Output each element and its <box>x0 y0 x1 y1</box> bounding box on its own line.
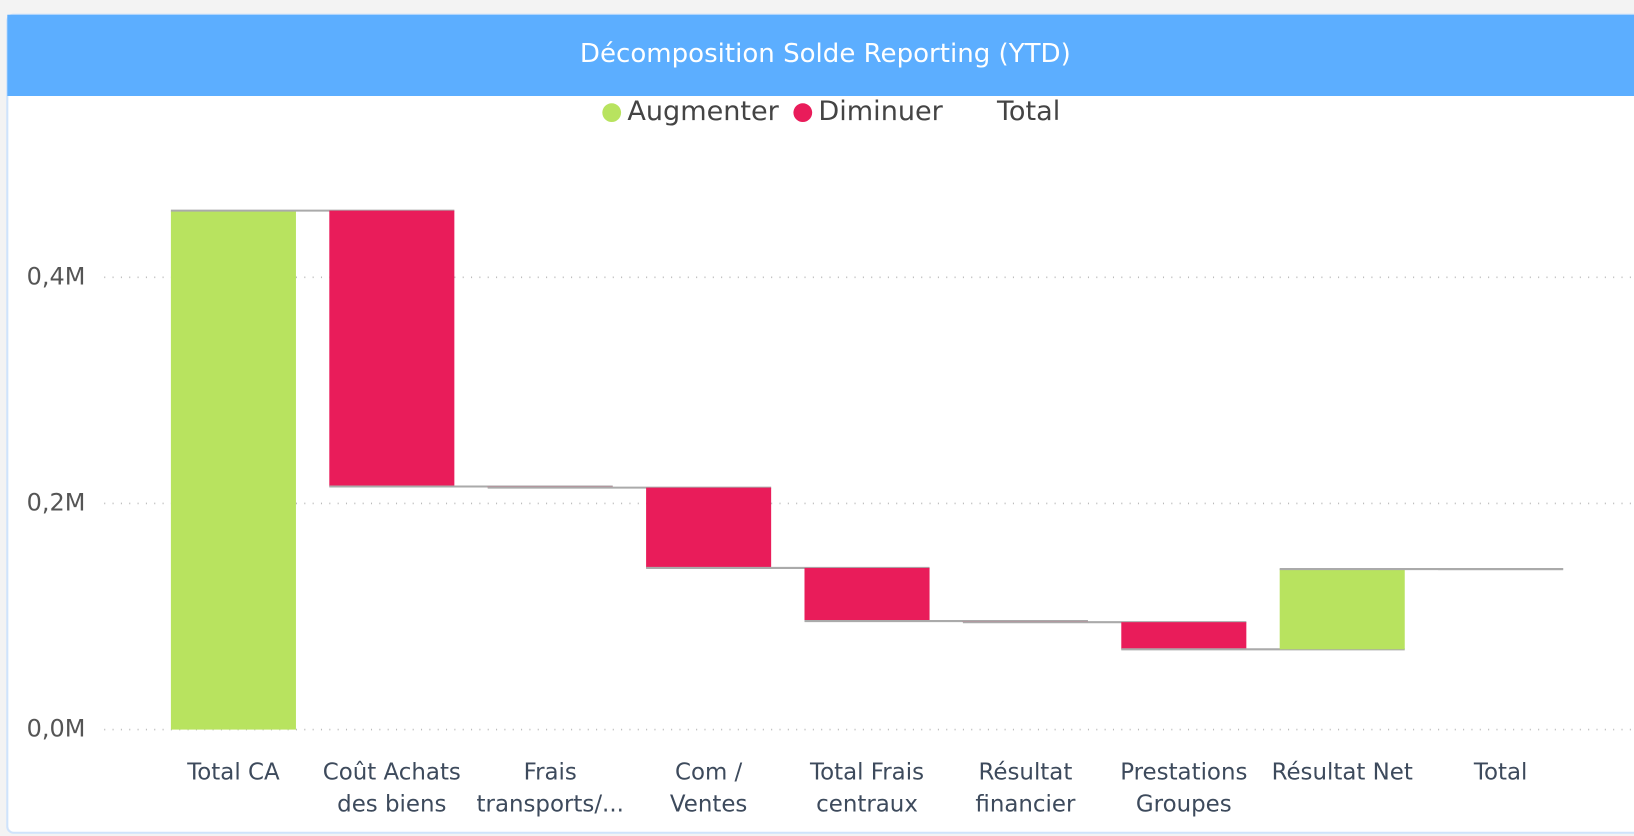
x-tick-label-line: Résultat <box>979 759 1073 785</box>
x-tick-label-line: Total <box>1473 759 1528 785</box>
x-tick-label-line: Prestations <box>1120 759 1247 785</box>
x-tick-label-line: Total Frais <box>809 759 924 785</box>
y-tick-label: 0,4M <box>27 262 86 290</box>
x-tick-label-line: Résultat Net <box>1272 759 1413 785</box>
bar <box>804 567 930 622</box>
x-tick-label: Total CA <box>186 759 280 785</box>
x-tick-label: Total Frais centraux <box>809 759 924 817</box>
x-tick-label: Coût Achats des biens <box>323 759 461 817</box>
x-tick-label-line: Total CA <box>186 759 280 785</box>
x-tick-label-line: Groupes <box>1136 791 1232 817</box>
x-tick-label: Frais transports/... <box>477 759 624 817</box>
bar <box>329 210 455 487</box>
x-tick-label-line: Com / <box>675 759 743 785</box>
y-tick-label: 0,0M <box>27 715 86 743</box>
x-tick-label: Prestations Groupes <box>1120 759 1247 817</box>
header <box>7 14 1634 96</box>
x-tick-label-line: Frais <box>524 759 577 785</box>
x-tick-label: Total <box>1473 759 1528 785</box>
x-tick-label-line: financier <box>975 791 1076 817</box>
x-tick-label-line: des biens <box>337 791 446 817</box>
x-tick-label-line: Coût Achats <box>323 759 461 785</box>
bar <box>646 487 772 568</box>
bar <box>170 210 296 730</box>
x-tick-label: Résultat financier <box>975 759 1076 817</box>
y-tick-label: 0,2M <box>27 488 86 516</box>
legend-marker <box>602 103 622 123</box>
x-tick-label: Com / Ventes <box>670 759 748 817</box>
x-tick-label-line: Ventes <box>670 791 748 817</box>
x-tick-label-line: transports/... <box>477 791 624 817</box>
bar <box>1279 569 1405 650</box>
legend-marker <box>793 103 813 123</box>
legend-label: Augmenter <box>627 96 779 127</box>
legend-label: Total <box>996 96 1060 127</box>
x-tick-label: Résultat Net <box>1272 759 1413 785</box>
chart-title: Décomposition Solde Reporting (YTD) <box>580 39 1071 69</box>
legend-label: Diminuer <box>818 96 943 127</box>
bar <box>1121 622 1247 650</box>
x-tick-label-line: centraux <box>816 791 918 817</box>
